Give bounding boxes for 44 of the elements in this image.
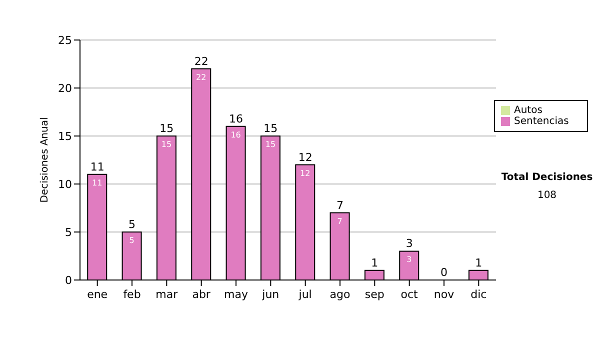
- y-axis-title: Decisiones Anual: [40, 117, 51, 203]
- x-tick-label: feb: [123, 288, 141, 301]
- data-label: 22: [196, 72, 206, 82]
- x-tick-label: jun: [261, 288, 280, 301]
- y-tick-label: 25: [58, 34, 72, 47]
- data-label: 11: [92, 178, 102, 188]
- total-label: 3: [406, 237, 413, 250]
- x-tick-label: ago: [330, 288, 350, 301]
- y-tick-label: 10: [58, 178, 72, 191]
- total-label: 16: [229, 112, 243, 126]
- total-label: 15: [264, 122, 278, 135]
- total-label: 0: [440, 266, 448, 279]
- data-label: 7: [337, 216, 342, 226]
- data-label: 5: [129, 236, 134, 245]
- text: Total Decisiones: [500, 172, 594, 183]
- x-tick-label: oct: [400, 288, 419, 301]
- x-tick-label: mar: [156, 288, 178, 301]
- y-tick-label: 0: [65, 274, 72, 287]
- y-tick-label: 15: [58, 130, 72, 143]
- total-label: 12: [298, 150, 312, 164]
- total-label: 1: [475, 256, 482, 270]
- data-label: 12: [300, 168, 310, 178]
- x-tick-label: abr: [192, 288, 211, 301]
- y-tick-label: 20: [58, 82, 72, 95]
- total-label: 11: [90, 160, 104, 174]
- total-label: 7: [336, 198, 344, 212]
- x-tick-label: may: [224, 288, 248, 301]
- x-tick-label: jul: [298, 288, 312, 301]
- legend-label: Autos: [514, 105, 542, 116]
- x-tick-label: sep: [364, 288, 384, 301]
- total-label: 15: [160, 122, 174, 135]
- data-label: 15: [265, 140, 276, 149]
- x-tick-label: dic: [470, 288, 487, 301]
- data-label: 3: [406, 255, 412, 264]
- total-label: 1: [371, 256, 378, 270]
- data-label: 16: [230, 130, 241, 140]
- total-label: 5: [128, 218, 136, 231]
- x-tick-label: nov: [434, 288, 455, 301]
- total-label: 22: [194, 54, 208, 68]
- legend-label: Sentencias: [514, 116, 569, 127]
- x-tick-label: ene: [87, 288, 108, 301]
- data-label: 15: [161, 140, 172, 149]
- y-tick-label: 5: [65, 226, 72, 239]
- text: 108: [536, 190, 558, 201]
